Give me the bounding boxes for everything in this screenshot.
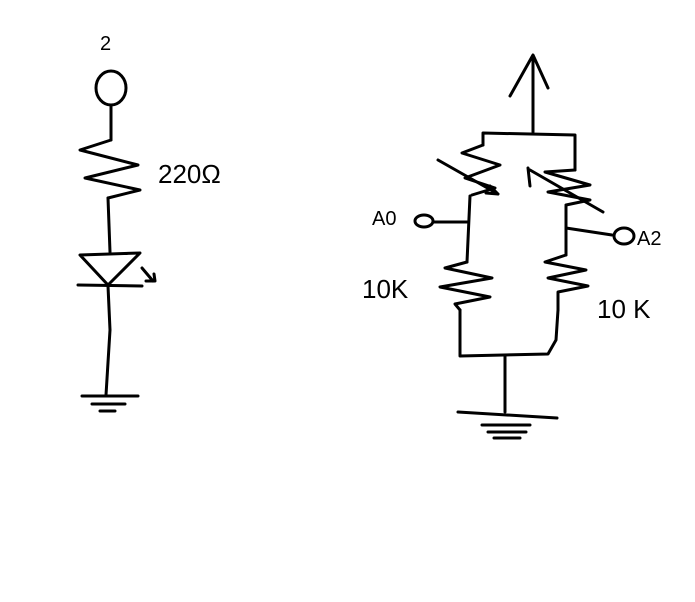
led-emission-arrow	[140, 266, 157, 283]
led-symbol	[76, 251, 157, 288]
sensor-divider-circuit: A0 A2 10K 10 K	[362, 53, 661, 440]
supply-bus	[481, 131, 577, 172]
pin-2-terminal	[94, 69, 128, 107]
right-photoresistor	[526, 166, 605, 214]
ground-symbol-left	[80, 394, 140, 413]
a0-terminal	[413, 213, 435, 229]
wire-led-to-ground	[104, 284, 112, 397]
a2-terminal	[612, 226, 636, 246]
left-resistor-10k-label: 10K	[362, 274, 409, 304]
bottom-loop	[458, 308, 560, 358]
led-bar	[76, 283, 144, 288]
pin-2-label: 2	[100, 33, 111, 55]
a2-label: A2	[637, 228, 661, 250]
left-branch-wire	[465, 194, 472, 264]
right-resistor-10k	[543, 253, 590, 312]
ground-symbol-right	[456, 410, 559, 440]
resistor-220-ohm	[78, 138, 142, 200]
a2-wire	[564, 226, 614, 237]
left-photoresistor	[436, 143, 502, 197]
vcc-arrow	[508, 53, 550, 134]
led-circuit: 2 220Ω	[76, 33, 221, 413]
a0-label: A0	[372, 208, 396, 230]
resistor-220-ohm-label: 220Ω	[158, 159, 221, 189]
wire-resistor-to-led	[106, 196, 112, 254]
right-resistor-10k-label: 10 K	[597, 294, 651, 324]
left-resistor-10k	[438, 260, 494, 312]
led-triangle	[78, 251, 142, 287]
